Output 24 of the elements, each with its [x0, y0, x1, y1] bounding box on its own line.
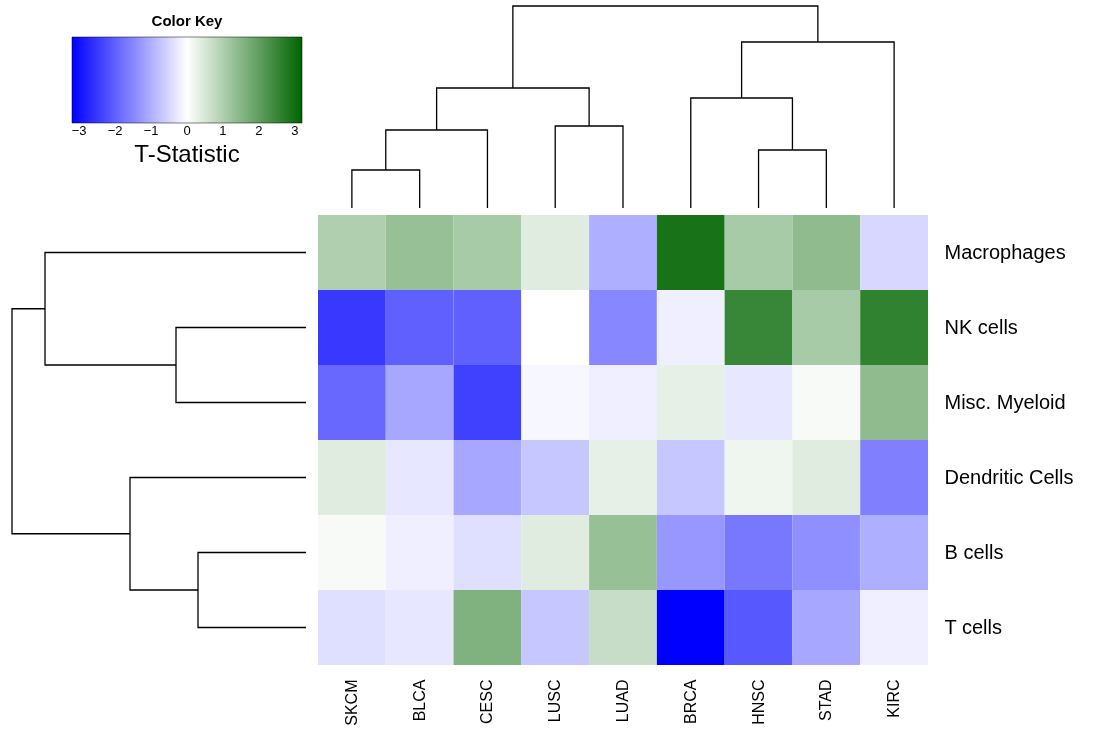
x-tick-label: STAD: [817, 679, 835, 721]
color-bar-label: −3: [71, 123, 87, 138]
x-tick-label: SKCM: [342, 679, 360, 726]
color-bar-label: 2: [255, 123, 263, 138]
legend-title: Color Key: [150, 12, 224, 29]
y-tick-label: T cells: [944, 615, 1002, 638]
color-bar-label: 0: [183, 123, 191, 138]
x-tick-label: BLCA: [410, 679, 428, 722]
x-tick-label: LUAD: [614, 679, 631, 723]
color-bar-label: 1: [219, 123, 227, 138]
y-tick-label: Dendritic Cells: [944, 465, 1074, 488]
y-tick-label: Misc. Myeloid: [944, 390, 1066, 413]
color-bar-title: T-Statistic: [134, 140, 240, 167]
x-tick-label: KIRC: [885, 679, 903, 718]
x-tick-label: BRCA: [681, 679, 699, 724]
x-tick-label: HNSC: [749, 679, 767, 725]
y-tick-label: Macrophages: [944, 240, 1066, 263]
y-tick-label: NK cells: [944, 315, 1018, 338]
color-bar-label: 3: [291, 123, 299, 138]
y-tick-label: B cells: [944, 540, 1004, 563]
color-bar-label: −1: [143, 123, 159, 138]
color-bar-label: −2: [107, 123, 123, 138]
x-tick-label: LUSC: [546, 679, 564, 723]
x-tick-label: CESC: [478, 679, 496, 724]
